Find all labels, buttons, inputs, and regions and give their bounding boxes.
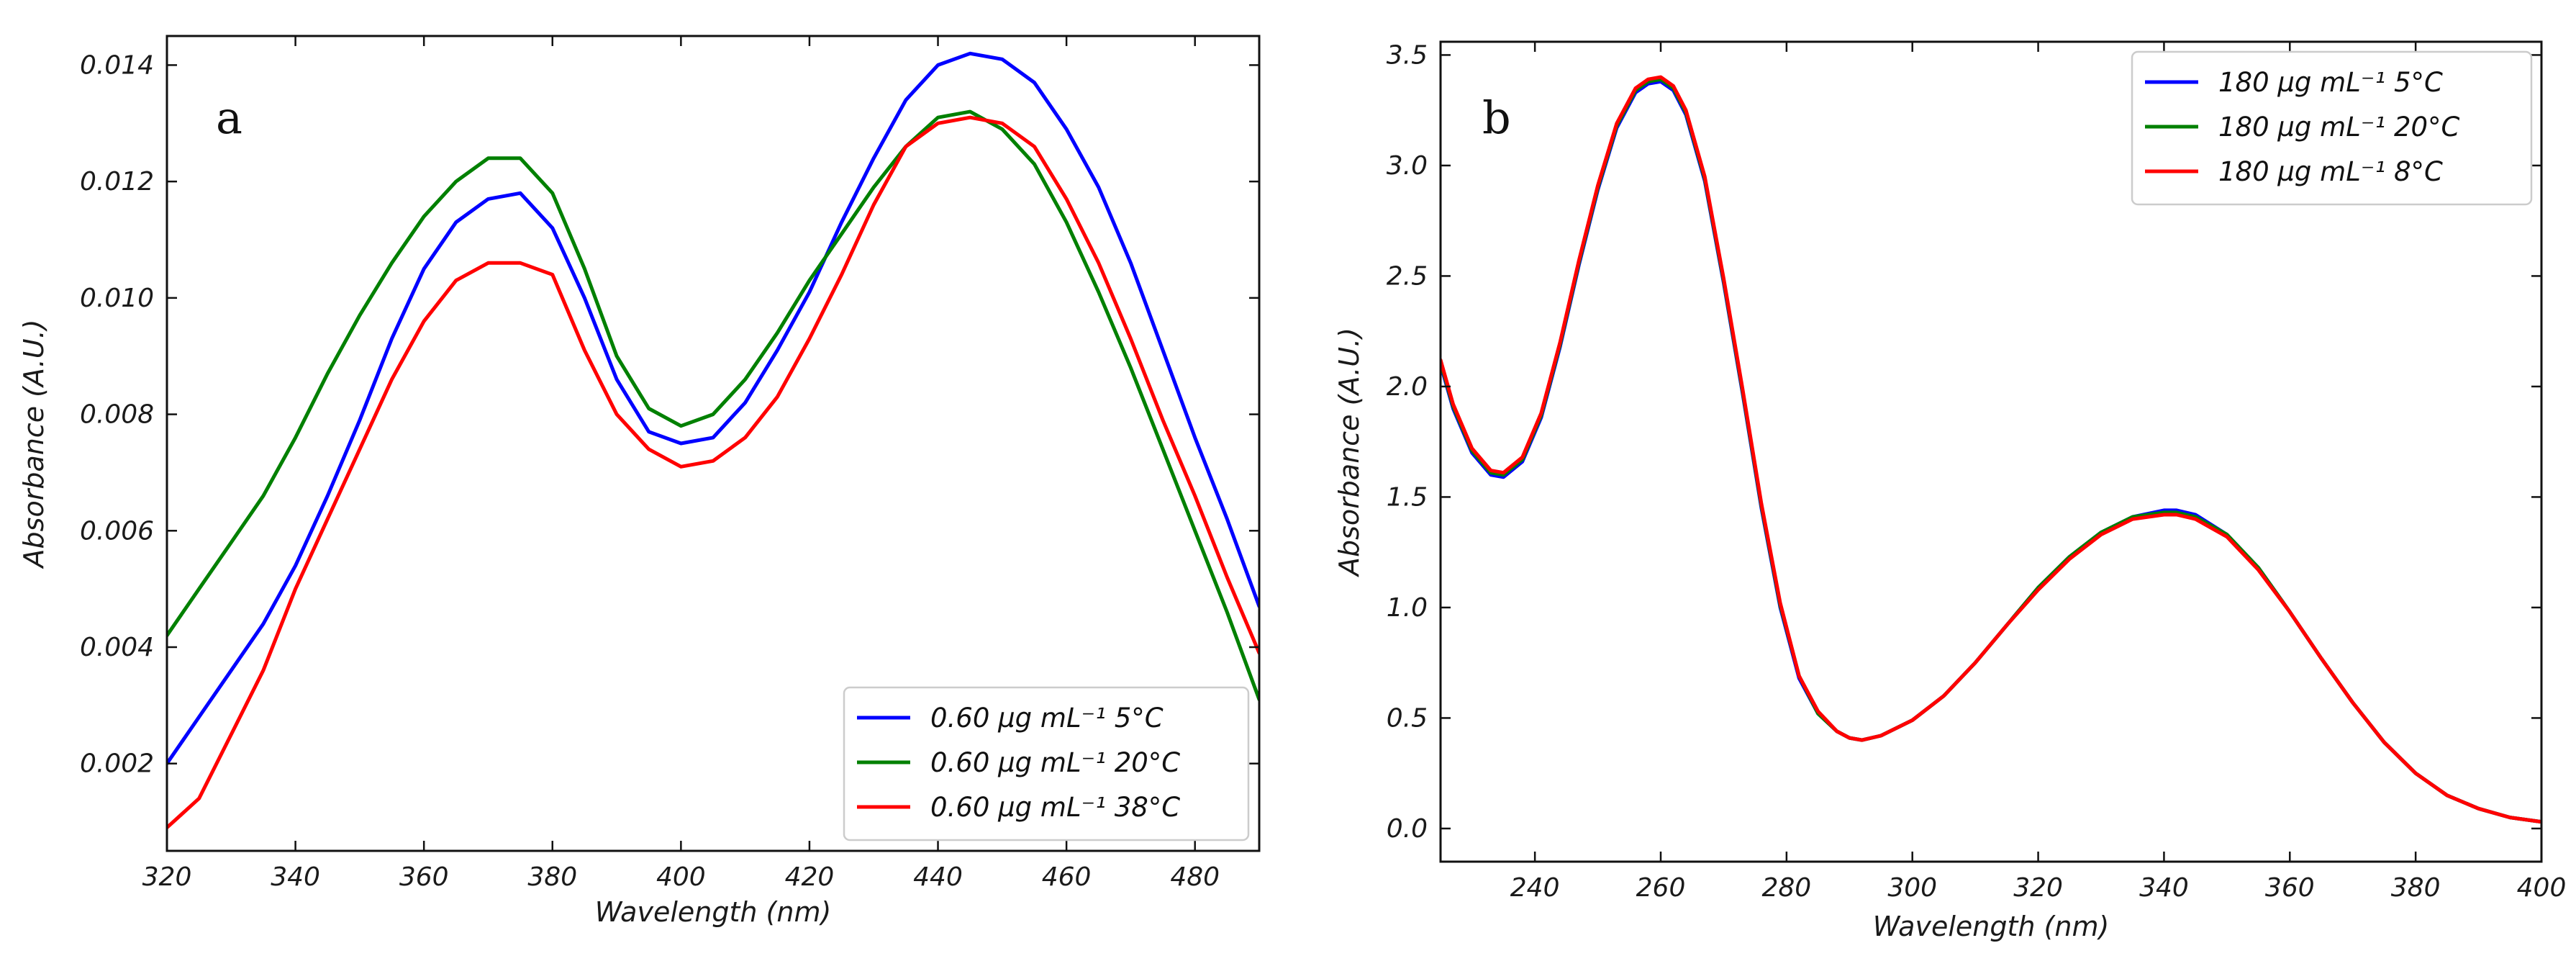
x-tick-label: 300	[1887, 873, 1937, 903]
x-tick-label: 460	[1042, 862, 1092, 892]
y-tick-label: 0.010	[80, 284, 154, 313]
series-line-2	[167, 109, 1259, 702]
legend-label-1: 0.60 µg mL⁻¹ 5°C	[930, 703, 1164, 734]
panel-b-chart: 240 260 280 300 320 340 360 380 400 0.0 0.5 1.0 1.5 2…	[1333, 40, 2566, 942]
axis-frame	[1439, 40, 2543, 863]
legend-box	[2131, 50, 2533, 206]
y-tick-label: 1.0	[1387, 593, 1428, 623]
legend-label-1: 180 µg mL⁻¹ 5°C	[2218, 67, 2443, 98]
x-tick-label: 360	[2265, 873, 2315, 903]
x-tick-label: 380	[527, 862, 577, 892]
x-tick-label: 280	[1761, 873, 1811, 903]
legend-label-2: 0.60 µg mL⁻¹ 20°C	[930, 747, 1180, 778]
y-tick-label: 3.0	[1387, 151, 1428, 181]
legend-label-3: 0.60 µg mL⁻¹ 38°C	[930, 792, 1180, 823]
x-tick-label: 360	[399, 862, 449, 892]
x-tick-label: 240	[1510, 873, 1560, 903]
series-line-3	[167, 115, 1259, 830]
y-tick-label: 2.5	[1387, 261, 1428, 291]
series-group	[1441, 75, 2541, 824]
x-tick-label: 340	[271, 862, 320, 892]
legend: 180 µg mL⁻¹ 5°C 180 µg mL⁻¹ 20°C 180 µg mL…	[2131, 50, 2533, 206]
panel-a-chart: 320 340 360 380 400 420 440 460 480 0.002 0.004 0.0…	[18, 35, 1261, 928]
x-tick-label: 480	[1170, 862, 1220, 892]
y-tick-label: 0.012	[80, 167, 154, 197]
x-axis-title: Wavelength (nm)	[595, 896, 832, 928]
x-tick-label: 260	[1636, 873, 1686, 903]
y-tick-label: 0.006	[80, 516, 154, 546]
x-tick-label: 400	[2517, 873, 2567, 903]
series-line-1	[167, 51, 1259, 766]
series-group	[167, 51, 1259, 830]
x-axis-title: Wavelength (nm)	[1873, 911, 2110, 942]
panel-label: b	[1482, 91, 1511, 144]
series-line-3	[1441, 75, 2541, 824]
y-tick-label: 2.0	[1387, 372, 1428, 402]
x-tick-label: 320	[2013, 873, 2063, 903]
legend-box	[843, 686, 1250, 842]
y-tick-label: 0.008	[80, 400, 154, 430]
y-tick-label: 0.014	[80, 50, 154, 80]
x-tick-label: 420	[785, 862, 835, 892]
y-axis-title: Absorbance (A.U.)	[18, 320, 50, 570]
x-tick-label: 440	[913, 862, 963, 892]
legend-label-3: 180 µg mL⁻¹ 8°C	[2218, 156, 2443, 187]
x-tick-label: 380	[2391, 873, 2441, 903]
legend: 0.60 µg mL⁻¹ 5°C 0.60 µg mL⁻¹ 20°C 0.60 µg…	[843, 686, 1250, 842]
y-tick-label: 0.0	[1387, 814, 1428, 844]
legend-label-2: 180 µg mL⁻¹ 20°C	[2218, 112, 2460, 143]
y-tick-label: 1.5	[1387, 482, 1428, 512]
y-axis-title: Absorbance (A.U.)	[1333, 328, 1365, 578]
x-tick-label: 320	[142, 862, 192, 892]
y-tick-label: 0.5	[1387, 703, 1428, 733]
y-tick-label: 3.5	[1387, 40, 1428, 70]
panel-label: a	[216, 91, 242, 144]
y-tick-label: 0.002	[80, 749, 154, 779]
y-tick-label: 0.004	[80, 633, 154, 662]
x-tick-label: 400	[656, 862, 706, 892]
axis-frame	[165, 35, 1261, 852]
x-tick-label: 340	[2139, 873, 2189, 903]
